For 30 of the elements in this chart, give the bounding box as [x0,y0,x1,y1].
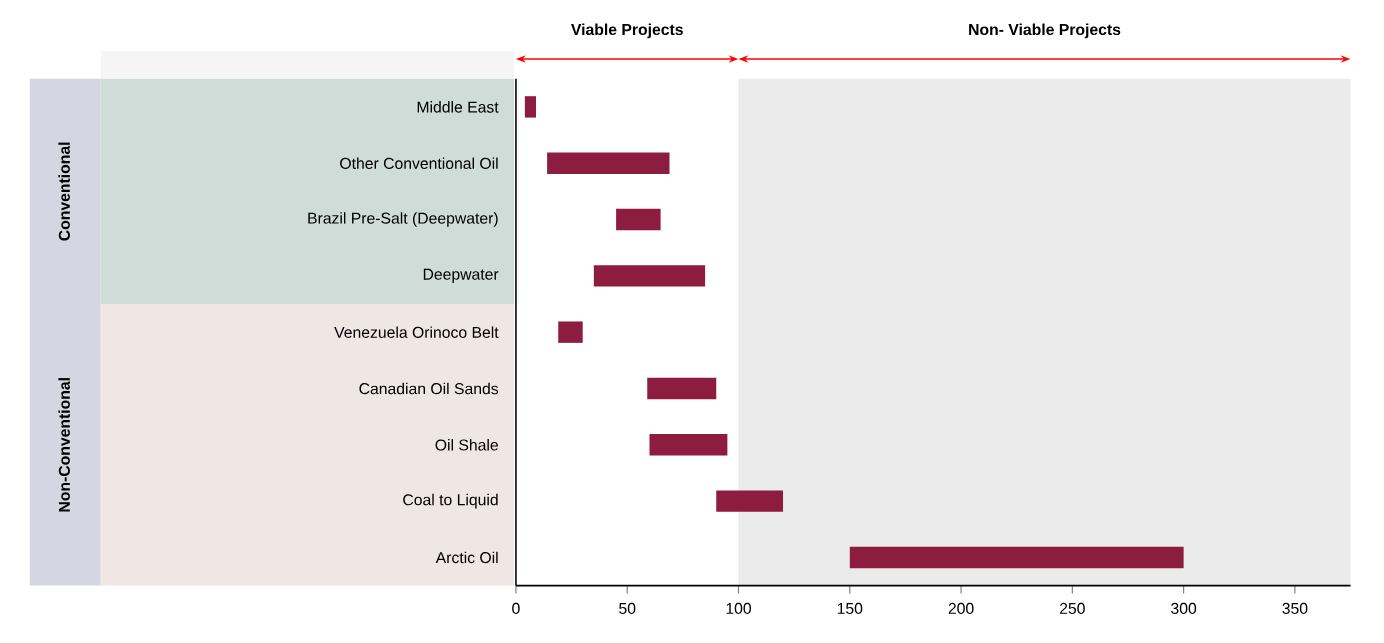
bar [547,152,670,175]
bar [616,208,661,231]
x-tick-label: 200 [948,603,974,615]
x-tick-label: 350 [1282,603,1308,615]
bar [524,96,536,118]
bar [716,490,784,512]
x-tick-label: 100 [726,603,752,615]
bar [647,377,717,400]
bar [593,265,706,287]
text: Conventional [58,142,70,241]
y-tick-label: Middle East [417,101,499,113]
bar [849,546,1184,569]
x-tick-label: 150 [837,603,863,615]
y-tick-label: Brazil Pre-Salt (Deepwater) [308,212,498,228]
y-tick-label: Venezuela Orinoco Belt [334,326,499,339]
y-tick-label: Canadian Oil Sands [359,382,499,395]
text: Non-Conventional [58,378,70,512]
y-tick-label: Oil Shale [435,439,498,451]
text: Viable Projects [571,23,683,39]
band-label: Non- Viable Projects [969,23,1121,39]
x-tick-label: 0 [512,603,520,615]
bar [649,434,728,456]
y-tick-label: Deepwater [423,268,499,284]
x-tick-label: 50 [619,603,636,615]
y-tick-label: Arctic Oil [435,551,498,564]
bar [558,321,583,344]
x-tick-label: 250 [1060,603,1085,615]
y-tick-label: Coal to Liquid [403,493,498,509]
x-tick-label: 300 [1171,603,1197,615]
y-tick-label: Other Conventional Oil [340,157,498,170]
